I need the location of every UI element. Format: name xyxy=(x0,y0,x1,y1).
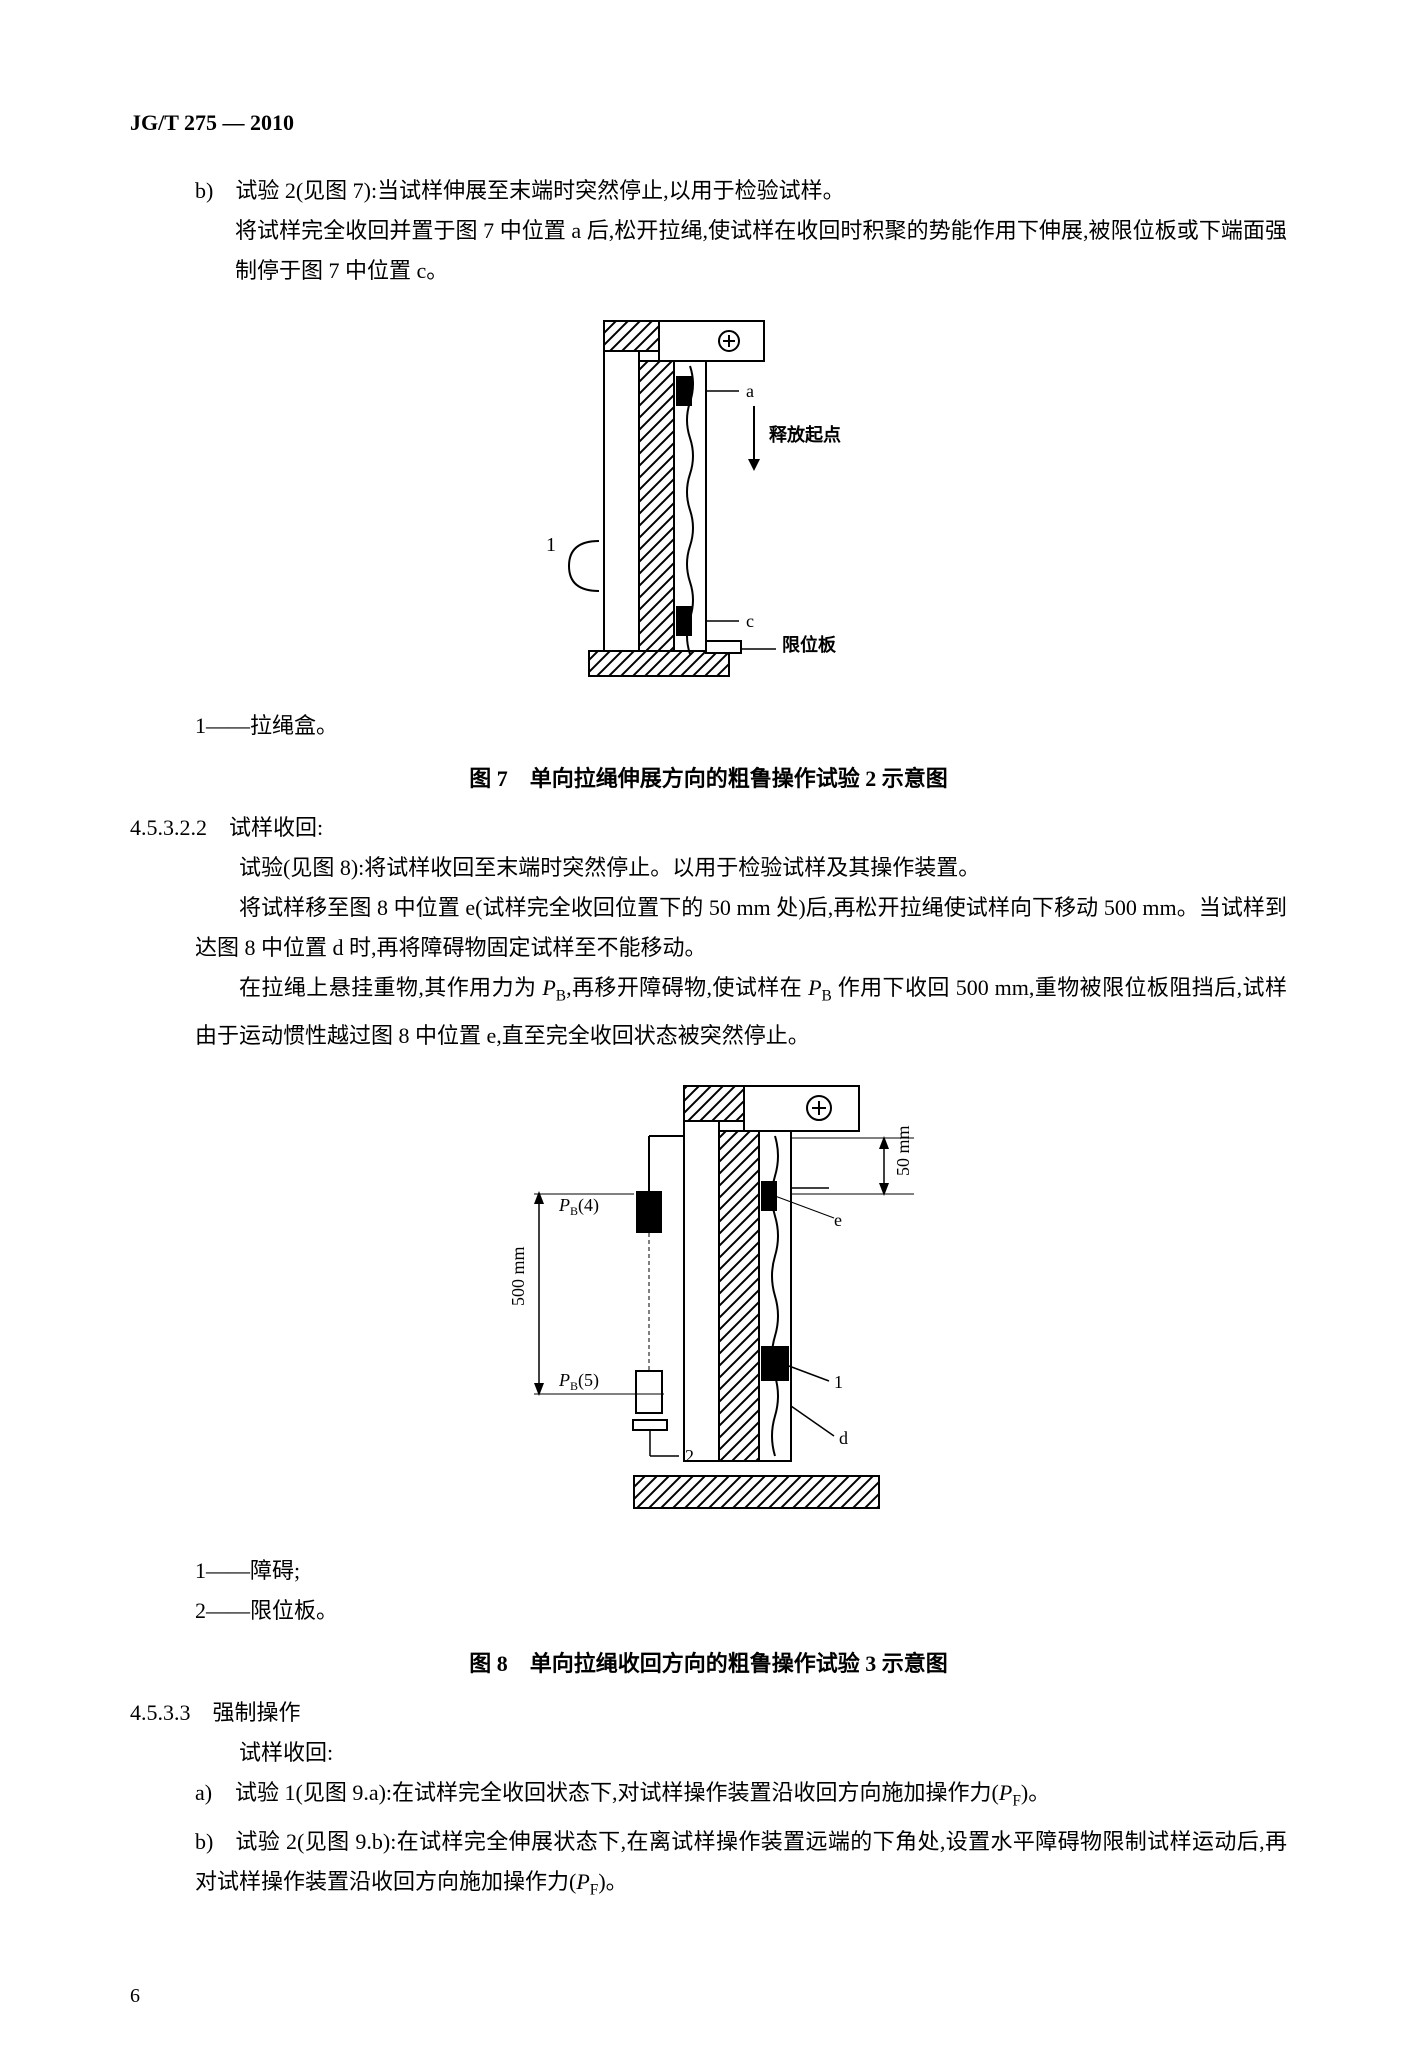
fig8-label-e: e xyxy=(834,1210,842,1230)
standard-code: JG/T 275 — 2010 xyxy=(130,110,1287,136)
fig8-caption: 图 8 单向拉绳收回方向的粗鲁操作试验 3 示意图 xyxy=(130,1646,1287,1678)
sec-45322-p2: 将试样移至图 8 中位置 e(试样完全收回位置下的 50 mm 处)后,再松开拉… xyxy=(130,888,1287,968)
item-b-line1: 试验 2(见图 7):当试样伸展至末端时突然停止,以用于检验试样。 xyxy=(235,178,844,203)
fig8-50: 50 mm xyxy=(893,1126,913,1177)
page-number: 6 xyxy=(130,1985,140,2008)
fig8-pb5: PB(5) xyxy=(558,1370,599,1393)
item-b-label: b) xyxy=(195,178,213,203)
sec-4533-a: a)试验 1(见图 9.a):在试样完全收回状态下,对试样操作装置沿收回方向施加… xyxy=(130,1773,1287,1821)
sec-45322: 4.5.3.2.2 试样收回: xyxy=(130,808,1287,848)
figure-7: a 释放起点 c 限位板 1 (function(){ const d = JS… xyxy=(130,311,1287,696)
fig8-pb4: PB(4) xyxy=(558,1195,599,1218)
fig8-label-d: d xyxy=(839,1428,848,1448)
item-b-line2: 将试样完全收回并置于图 7 中位置 a 后,松开拉绳,使试样在收回时积聚的势能作… xyxy=(130,211,1287,291)
fig8-legend-2: 2——限位板。 xyxy=(130,1591,1287,1631)
sec-45322-p3: 在拉绳上悬挂重物,其作用力为 PB,再移开障碍物,使试样在 PB 作用下收回 5… xyxy=(130,968,1287,1056)
fig7-label-limit: 限位板 xyxy=(782,634,837,655)
fig8-500: 500 mm xyxy=(508,1247,528,1307)
sec-4533: 4.5.3.3 强制操作 xyxy=(130,1693,1287,1733)
fig8-label-1: 1 xyxy=(834,1372,843,1392)
sec-4533-sub: 试样收回: xyxy=(130,1733,1287,1773)
sec-4533-b: b)试验 2(见图 9.b):在试样完全伸展状态下,在离试样操作装置远端的下角处… xyxy=(130,1822,1287,1910)
sec-4533-num: 4.5.3.3 xyxy=(130,1700,191,1725)
fig7-caption: 图 7 单向拉绳伸展方向的粗鲁操作试验 2 示意图 xyxy=(130,761,1287,793)
sec-4533-title: 强制操作 xyxy=(213,1700,301,1725)
fig8-label-2: 2 xyxy=(685,1446,694,1466)
fig7-label-num1: 1 xyxy=(546,534,556,556)
fig7-label-a: a xyxy=(746,381,754,401)
fig7-label-release: 释放起点 xyxy=(769,424,841,445)
item-b: b) 试验 2(见图 7):当试样伸展至末端时突然停止,以用于检验试样。 xyxy=(130,171,1287,211)
sec-45322-num: 4.5.3.2.2 xyxy=(130,815,207,840)
fig7-label-c: c xyxy=(746,611,754,631)
sec-45322-title: 试样收回: xyxy=(229,815,323,840)
fig7-legend-1: 1——拉绳盒。 xyxy=(130,706,1287,746)
fig8-legend-1: 1——障碍; xyxy=(130,1551,1287,1591)
sec-45322-p1: 试验(见图 8):将试样收回至末端时突然停止。以用于检验试样及其操作装置。 xyxy=(130,848,1287,888)
figure-8: PB(4) 500 mm PB(5) 2 e 50 mm 1 d xyxy=(130,1076,1287,1541)
